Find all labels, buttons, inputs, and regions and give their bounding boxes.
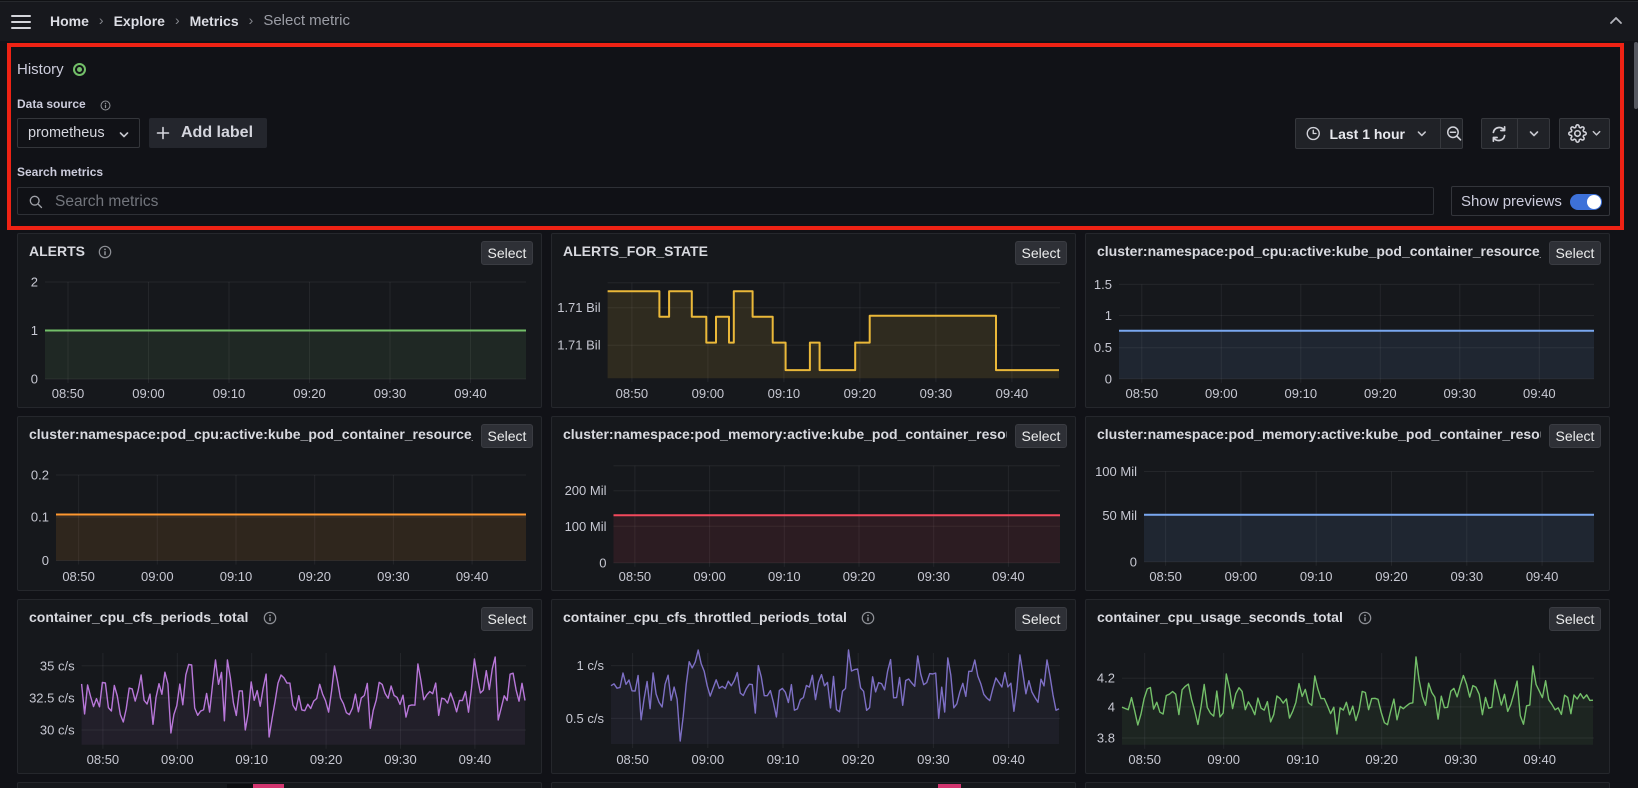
svg-text:1: 1 — [31, 323, 38, 338]
svg-text:09:10: 09:10 — [767, 752, 800, 767]
svg-text:09:20: 09:20 — [293, 386, 326, 401]
svg-text:08:50: 08:50 — [1128, 752, 1161, 767]
svg-text:09:20: 09:20 — [298, 569, 331, 584]
svg-text:09:30: 09:30 — [1451, 569, 1484, 584]
svg-text:1: 1 — [1105, 308, 1112, 323]
svg-text:09:00: 09:00 — [132, 386, 165, 401]
svg-text:08:50: 08:50 — [616, 752, 649, 767]
svg-text:09:40: 09:40 — [1523, 386, 1556, 401]
svg-text:09:30: 09:30 — [1444, 386, 1477, 401]
svg-text:09:20: 09:20 — [1375, 569, 1408, 584]
svg-text:09:10: 09:10 — [213, 386, 246, 401]
svg-text:0.5 c/s: 0.5 c/s — [566, 711, 605, 726]
svg-text:100 Mil: 100 Mil — [1095, 464, 1137, 479]
svg-text:1.5: 1.5 — [1094, 277, 1112, 292]
svg-text:09:00: 09:00 — [692, 386, 725, 401]
svg-text:08:50: 08:50 — [62, 569, 95, 584]
svg-text:09:30: 09:30 — [1444, 752, 1477, 767]
svg-text:4: 4 — [1108, 699, 1115, 714]
svg-text:35 c/s: 35 c/s — [40, 658, 75, 673]
svg-text:09:00: 09:00 — [692, 752, 725, 767]
svg-text:09:40: 09:40 — [996, 386, 1029, 401]
svg-text:08:50: 08:50 — [619, 569, 652, 584]
svg-text:09:10: 09:10 — [235, 752, 268, 767]
svg-text:09:00: 09:00 — [1207, 752, 1240, 767]
svg-text:1.71 Bil: 1.71 Bil — [557, 300, 600, 315]
svg-text:30 c/s: 30 c/s — [40, 723, 75, 738]
svg-text:0.5: 0.5 — [1094, 340, 1112, 355]
svg-text:09:10: 09:10 — [220, 569, 253, 584]
svg-text:3.8: 3.8 — [1097, 731, 1115, 746]
svg-text:09:40: 09:40 — [992, 752, 1025, 767]
svg-text:0: 0 — [599, 555, 606, 570]
svg-text:09:00: 09:00 — [141, 569, 174, 584]
svg-text:08:50: 08:50 — [1149, 569, 1182, 584]
svg-text:09:20: 09:20 — [842, 752, 875, 767]
svg-text:09:20: 09:20 — [1365, 752, 1398, 767]
svg-text:09:10: 09:10 — [1285, 386, 1318, 401]
svg-text:50 Mil: 50 Mil — [1102, 508, 1137, 523]
svg-text:0: 0 — [1105, 371, 1112, 386]
svg-text:0: 0 — [31, 372, 38, 387]
svg-text:32.5 c/s: 32.5 c/s — [29, 690, 75, 705]
svg-text:09:40: 09:40 — [454, 386, 487, 401]
svg-text:09:40: 09:40 — [992, 569, 1025, 584]
svg-text:09:00: 09:00 — [1205, 386, 1238, 401]
svg-text:0.1: 0.1 — [31, 510, 49, 525]
svg-text:09:40: 09:40 — [1526, 569, 1559, 584]
svg-text:09:30: 09:30 — [917, 569, 950, 584]
svg-text:09:00: 09:00 — [693, 569, 726, 584]
svg-text:09:20: 09:20 — [843, 569, 876, 584]
svg-text:09:00: 09:00 — [161, 752, 194, 767]
svg-text:08:50: 08:50 — [87, 752, 120, 767]
svg-text:09:40: 09:40 — [1523, 752, 1556, 767]
svg-text:09:20: 09:20 — [844, 386, 877, 401]
svg-text:09:20: 09:20 — [310, 752, 343, 767]
svg-text:0.2: 0.2 — [31, 468, 49, 483]
svg-text:09:10: 09:10 — [768, 569, 801, 584]
svg-text:09:10: 09:10 — [1300, 569, 1333, 584]
svg-text:0: 0 — [42, 553, 49, 568]
svg-text:100 Mil: 100 Mil — [565, 519, 607, 534]
svg-text:200 Mil: 200 Mil — [565, 483, 607, 498]
svg-text:09:30: 09:30 — [920, 386, 953, 401]
svg-text:4.2: 4.2 — [1097, 671, 1115, 686]
svg-text:0: 0 — [1130, 554, 1137, 569]
svg-text:09:40: 09:40 — [456, 569, 489, 584]
svg-text:09:00: 09:00 — [1225, 569, 1258, 584]
svg-text:09:30: 09:30 — [377, 569, 410, 584]
svg-text:1.71 Bil: 1.71 Bil — [557, 338, 600, 353]
svg-text:09:30: 09:30 — [384, 752, 417, 767]
svg-text:09:10: 09:10 — [768, 386, 801, 401]
svg-text:1 c/s: 1 c/s — [577, 658, 605, 673]
svg-text:08:50: 08:50 — [616, 386, 649, 401]
svg-text:09:30: 09:30 — [917, 752, 950, 767]
svg-text:09:20: 09:20 — [1364, 386, 1397, 401]
svg-text:09:40: 09:40 — [459, 752, 492, 767]
svg-text:09:30: 09:30 — [374, 386, 407, 401]
svg-text:08:50: 08:50 — [52, 386, 85, 401]
svg-text:08:50: 08:50 — [1126, 386, 1159, 401]
svg-text:09:10: 09:10 — [1286, 752, 1319, 767]
svg-text:2: 2 — [31, 275, 38, 290]
